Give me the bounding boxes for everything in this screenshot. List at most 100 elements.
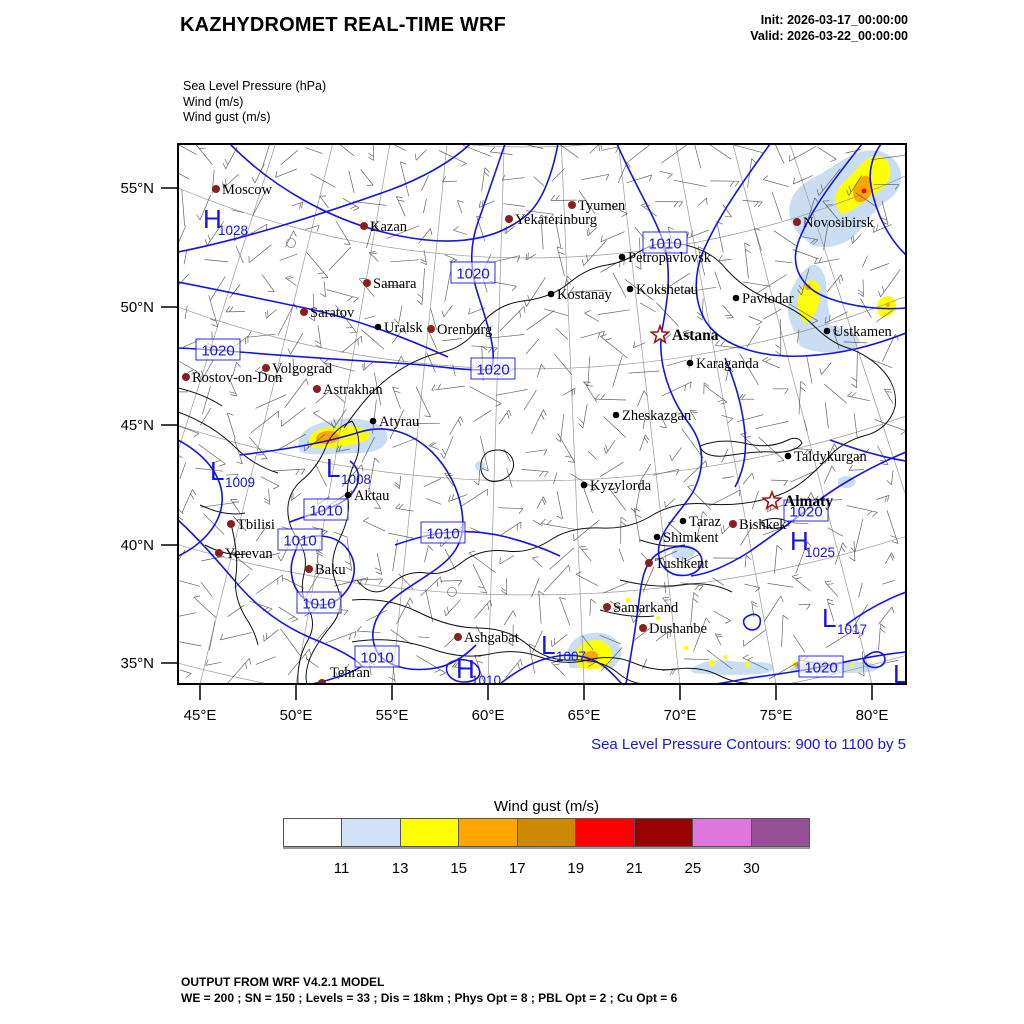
city-dot [568,201,576,209]
contour-line [499,654,623,684]
city-label: Astrakhan [323,382,383,398]
lon-tick-label: 45°E [184,707,217,724]
footer-line2: WE = 200 ; SN = 150 ; Levels = 33 ; Dis … [181,991,678,1005]
pressure-center-value: 1008 [341,472,371,487]
city-label: Astana [672,327,719,344]
contour-value-label: 1020 [456,266,489,283]
lat-tick-label: 40°N [120,537,154,554]
contour-labels: 1020 1020 1020 1010 1010 1010 1010 1010 1010 1020… [195,231,844,678]
city-dot [212,185,220,193]
contour-value-label: 1010 [283,533,316,550]
city-dot [603,603,611,611]
colorbar-cell [400,818,460,847]
lat-tick-label: 45°N [120,417,154,434]
pressure-center-letter: L [893,659,907,689]
lat-tick-label: 55°N [120,180,154,197]
colorbar-tick-label: 15 [450,860,467,877]
colorbar-cell [459,818,518,847]
calm-wind-circle [447,587,457,597]
field-list: Sea Level Pressure (hPa) Wind (m/s) Wind… [183,79,326,126]
city-label: Petropavlovsk [628,250,712,266]
colorbar-tick-label: 13 [391,860,409,877]
city-label: Taldykurgan [794,449,868,465]
capital-star-marker [649,323,671,345]
map-inner: 1020 1020 1020 1010 1010 1010 1010 1010 1010 1020… [178,144,907,689]
city-dot [729,520,737,528]
contour-value-label: 1010 [426,526,459,543]
colorbar-cell [576,818,635,847]
city-dot [823,327,831,335]
city-label: Orenburg [437,322,492,338]
colorbar-cell [751,818,810,847]
city-dot [454,633,462,641]
colorbar-tick-label: 30 [743,860,760,877]
pressure-center-value: 1010 [471,673,501,688]
contour-line [178,281,449,358]
footer-line1: OUTPUT FROM WRF V4.2.1 MODEL [181,975,385,989]
pressure-center-letter: L [210,456,224,486]
colorbar [283,818,810,849]
city-dot [505,215,513,223]
city-dot [784,452,792,460]
contour-line [794,144,906,310]
colorbar-tick-labels: 11 13 15 17 19 21 25 30 [0,860,1024,880]
colorbar-tick-label: 17 [508,860,526,877]
contour-value-label: 1020 [789,504,822,521]
city-dot [679,517,687,525]
city-label: Yerevan [225,546,273,562]
model-footer: OUTPUT FROM WRF V4.2.1 MODEL WE = 200 ; … [181,974,677,1006]
city-dot [374,323,382,331]
contour-line [829,439,906,462]
city-dot [626,285,634,293]
city-label: Tehran [330,665,371,681]
pressure-center-letter: H [456,654,475,684]
contour-line [445,658,481,683]
colorbar-tick-label: 11 [333,860,350,877]
contour-line [239,428,477,671]
lon-tick-label: 75°E [760,707,793,724]
city-label: Taraz [689,514,722,530]
city-label: Samarkand [613,600,679,616]
contour-line [695,144,906,358]
city-dot [653,533,661,541]
colorbar-tick-label: 21 [625,860,643,877]
map-frame [177,143,907,685]
city-dot [732,294,740,302]
field-wind: Wind (m/s) [183,94,244,109]
contour-line [845,591,906,626]
city-label: Moscow [222,182,272,198]
city-dot [618,253,626,261]
city-dot [369,417,377,425]
colorbar-title: Wind gust (m/s) [493,798,599,815]
contour-line [742,613,762,631]
city-label: Volgograd [272,361,333,377]
contour-caption: Sea Level Pressure Contours: 900 to 1100… [591,736,906,753]
country-borders [178,242,896,684]
contour-line [690,451,906,577]
lat-tick-label: 50°N [120,299,154,316]
city-label: Baku [315,562,346,578]
colorbar-cell [283,818,343,847]
pressure-center-letter: L [822,603,836,633]
city-dot [363,279,371,287]
city-dot [547,290,555,298]
city-label: Dushanbe [649,621,707,637]
city-dot [639,624,647,632]
city-label: Yekaterinburg [515,212,597,228]
capital-star-marker [761,489,783,511]
pressure-center-value: 1017 [837,622,867,637]
city-label: Karaganda [696,356,759,372]
city-label: Tyumen [578,198,626,214]
city-label: Tbilisi [237,517,275,533]
pressure-center-value: 1007 [556,649,586,664]
city-label: Almaty [784,493,833,510]
city-dot [793,218,801,226]
calm-wind-circle [286,238,296,248]
pressure-center-value: 1028 [218,223,248,238]
city-dot [182,373,190,381]
contour-line [178,439,223,557]
field-gust: Wind gust (m/s) [183,110,271,124]
